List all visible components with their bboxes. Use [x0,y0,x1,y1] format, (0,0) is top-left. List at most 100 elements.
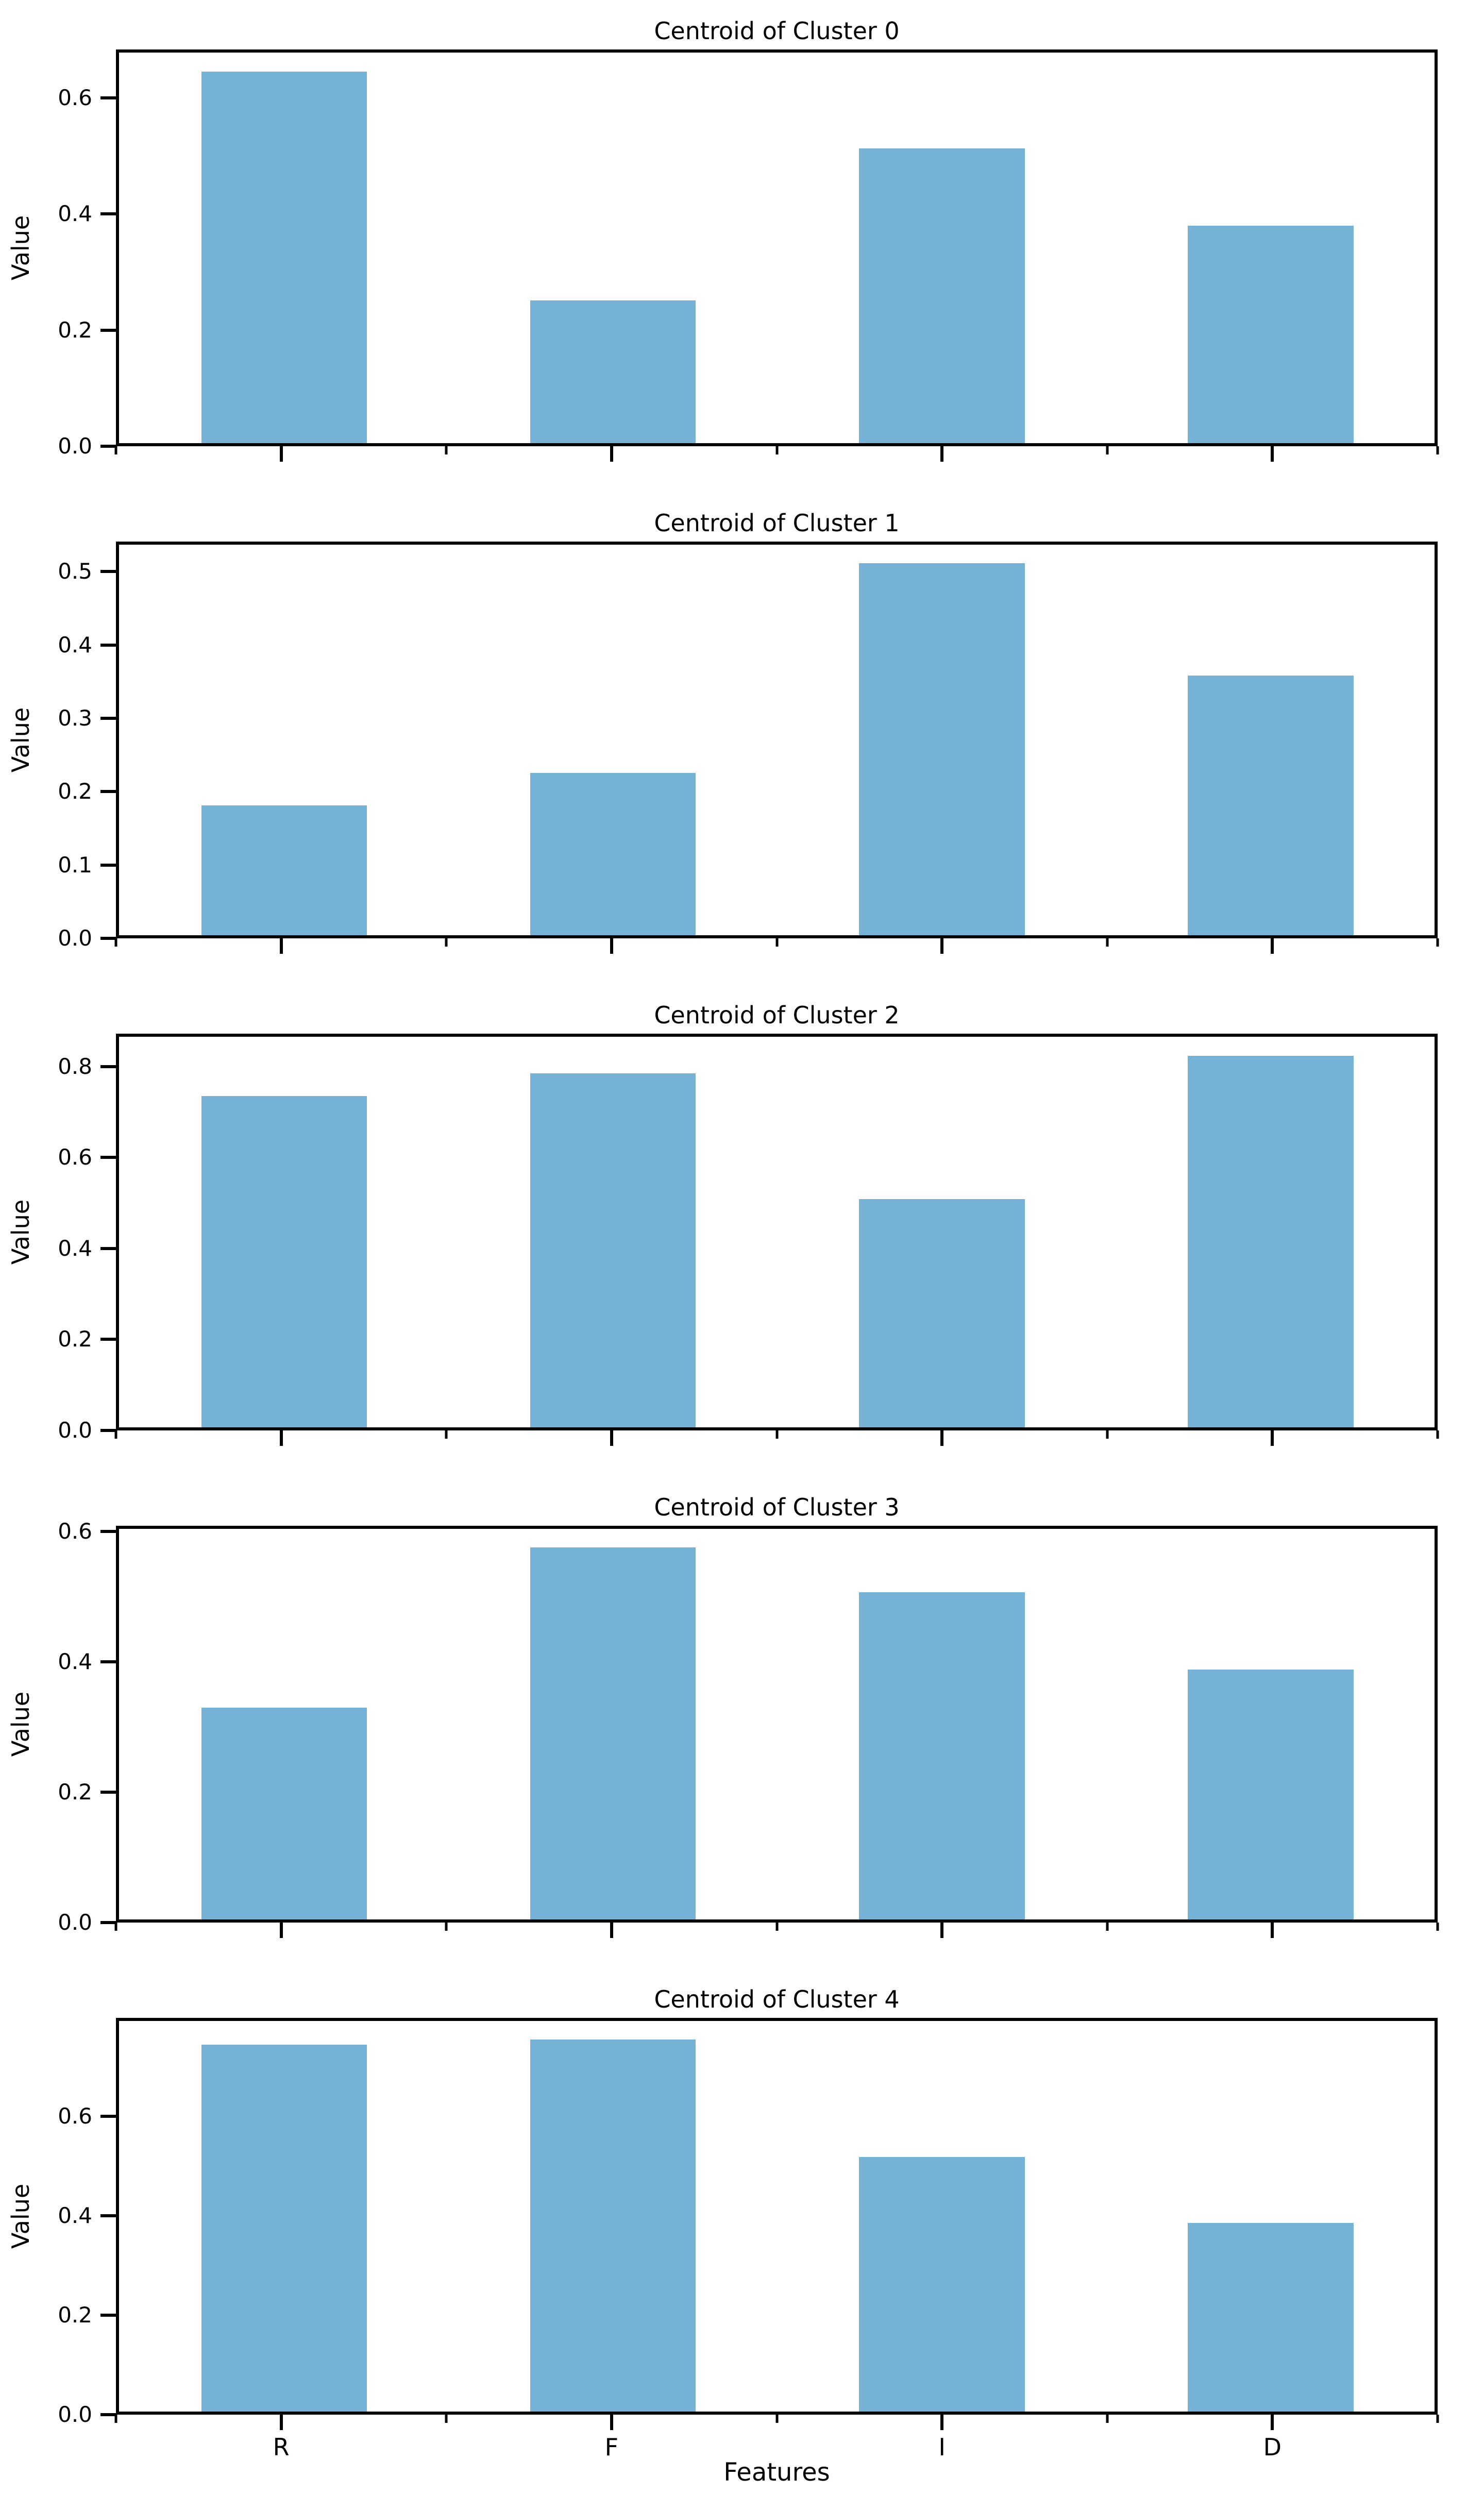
y-tick-label: 0.0 [58,433,92,459]
x-axis-label: Features [723,2458,830,2487]
bar-D [1188,226,1354,443]
x-minor-tick-mark [445,1923,448,1931]
y-tick-mark [100,212,116,216]
x-minor-tick-mark [445,938,448,947]
y-tick-label: 0.0 [58,925,92,951]
y-tick-label: 0.6 [58,1144,92,1170]
y-tick-mark [100,937,116,940]
y-tick-label: 0.4 [58,1235,92,1261]
x-minor-tick-mark [1106,938,1109,947]
x-tick-mark [940,446,944,462]
y-axis-label: Value [7,1691,35,1757]
x-tick-mark [940,1923,944,1938]
x-minor-tick-mark [775,1430,778,1439]
subplot-cluster-4: Centroid of Cluster 4 Value 0.0 0.2 0.4 0.6 R F… [0,1970,1484,2494]
x-tick-mark [279,1923,283,1938]
subplot-cluster-2: Centroid of Cluster 2 Value 0.0 0.2 0.4 0.6 0.… [0,986,1484,1478]
x-tick-mark [610,446,613,462]
x-minor-tick-mark [775,938,778,947]
plot-wrap [114,2018,1439,2430]
subplot-cluster-3: Centroid of Cluster 3 Value 0.0 0.2 0.4 0.6 [0,1478,1484,1970]
plot-area [116,2018,1438,2415]
y-tick-mark [100,2413,116,2416]
x-minor-tick-mark [1106,2415,1109,2423]
x-tick-mark [279,2415,283,2430]
y-tick-mark [100,1429,116,1432]
y-tick-label: 0.5 [58,559,92,584]
bar-D [1188,2223,1354,2412]
y-tick-mark [100,1246,116,1250]
x-tick-mark [279,1430,283,1446]
plot-area [116,1526,1438,1923]
y-tick-label: 0.6 [58,85,92,110]
y-tick-mark [100,1921,116,1924]
y-tick-mark [100,1338,116,1341]
x-tick-mark [279,446,283,462]
y-tick-label: 0.6 [58,1519,92,1544]
x-minor-tick-mark [445,2415,448,2423]
x-minor-tick-mark [1436,1430,1439,1439]
chart-title: Centroid of Cluster 0 [654,17,900,45]
y-tick-mark [100,1660,116,1664]
plot-wrap [114,542,1439,954]
y-axis-label-container: Value [0,2018,41,2415]
y-tick-label: 0.0 [58,1418,92,1443]
y-tick-label: 0.2 [58,1779,92,1805]
plot-area [116,1034,1438,1430]
x-minor-tick-mark [114,446,117,454]
y-tick-mark [100,445,116,448]
y-axis-ticks: 0.0 0.2 0.4 0.6 0.8 [41,1034,116,1441]
bar-R [201,2044,367,2412]
bar-R [201,1096,367,1427]
x-tick-mark [1271,1430,1274,1446]
y-axis-label-container: Value [0,49,41,446]
chart-title: Centroid of Cluster 4 [654,1985,900,2014]
y-tick-mark [100,96,116,99]
chart-title: Centroid of Cluster 3 [654,1493,900,1522]
plot-row: Value 0.0 0.1 0.2 0.3 0.4 0.5 [0,542,1484,954]
y-axis-ticks: 0.0 0.2 0.4 0.6 [41,2018,116,2425]
y-tick-label: 0.2 [58,1326,92,1352]
plot-row: Value 0.0 0.2 0.4 0.6 [0,1521,1484,1938]
bar-F [530,2040,696,2412]
y-tick-label: 0.3 [58,705,92,731]
x-minor-tick-mark [114,1923,117,1931]
y-tick-label: 0.0 [58,2402,92,2427]
chart-title: Centroid of Cluster 1 [654,509,900,537]
y-tick-mark [100,1065,116,1068]
plot-area [116,542,1438,938]
y-tick-label: 0.6 [58,2103,92,2129]
y-tick-label: 0.2 [58,2302,92,2328]
bar-F [530,1547,696,1919]
bar-I [859,563,1025,935]
x-minor-tick-mark [1106,446,1109,454]
y-tick-label: 0.4 [58,632,92,658]
subplot-cluster-0: Centroid of Cluster 0 Value 0.0 0.2 0.4 0.6 [0,2,1484,494]
x-tick-mark [1271,2415,1274,2430]
y-axis-label: Value [7,2183,35,2249]
x-tick-mark [1271,1923,1274,1938]
x-tick-label: R [273,2433,290,2461]
bar-R [201,1708,367,1919]
y-axis-label: Value [7,215,35,281]
x-tick-mark [940,938,944,954]
y-tick-mark [100,1156,116,1159]
bar-R [201,805,367,935]
y-tick-mark [100,717,116,720]
x-minor-tick-mark [775,2415,778,2423]
x-minor-tick-mark [1436,938,1439,947]
y-tick-mark [100,2115,116,2118]
bar-I [859,1592,1025,1919]
y-tick-label: 0.8 [58,1053,92,1079]
y-tick-mark [100,570,116,574]
bar-I [859,148,1025,443]
bar-I [859,1199,1025,1427]
x-minor-tick-mark [1106,1430,1109,1439]
y-tick-label: 0.2 [58,317,92,343]
bar-D [1188,1055,1354,1427]
x-minor-tick-mark [445,446,448,454]
x-tick-mark [610,938,613,954]
y-axis-ticks: 0.0 0.2 0.4 0.6 [41,1521,116,1933]
y-axis-label-container: Value [0,1034,41,1430]
